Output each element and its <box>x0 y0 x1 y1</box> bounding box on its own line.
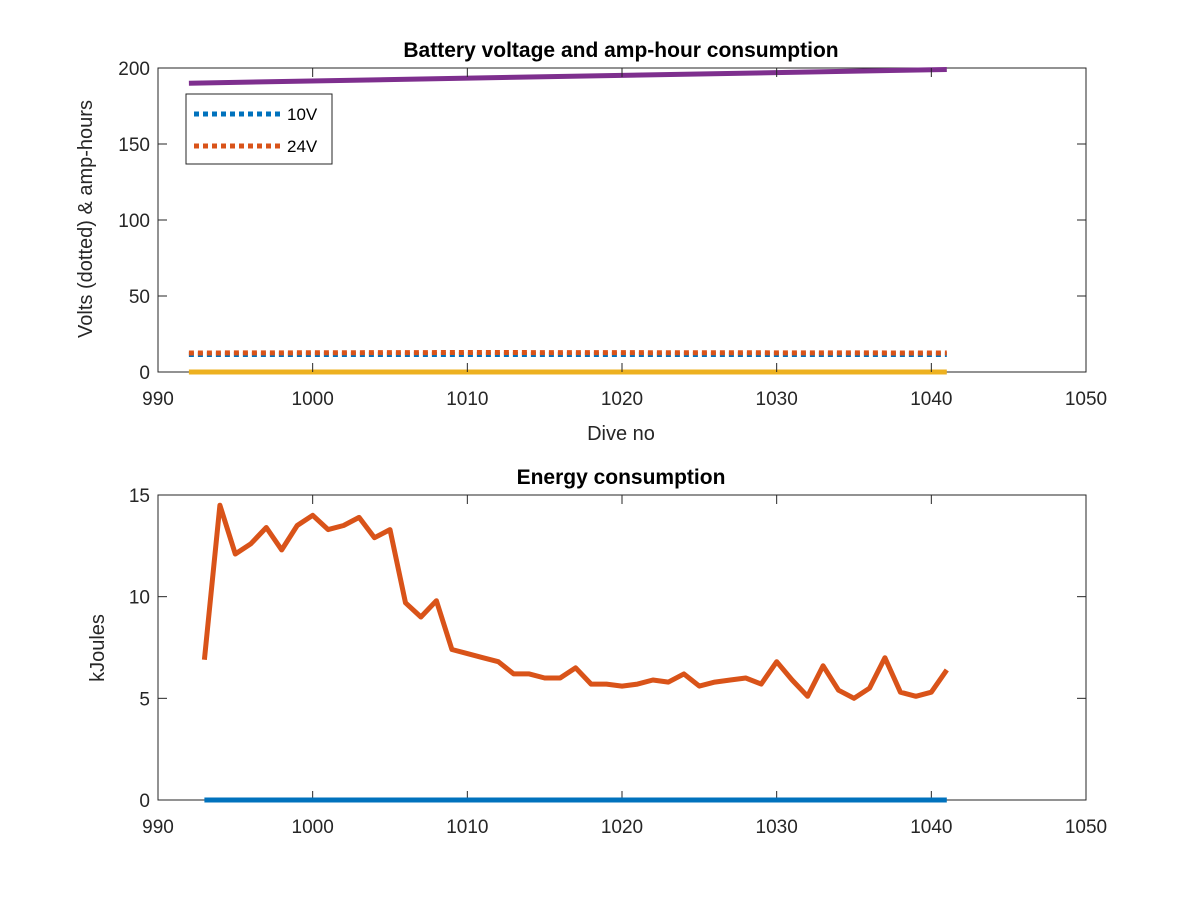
voltage-x-tick-label: 1050 <box>1065 389 1107 410</box>
legend-box <box>185 93 333 165</box>
energy-x-tick-label: 1030 <box>756 817 798 838</box>
energy-plot-area <box>157 494 1087 801</box>
legend: 10V 24V <box>185 93 333 165</box>
voltage-y-tick-label: 0 <box>139 363 150 384</box>
energy-x-tick-label: 1040 <box>910 817 952 838</box>
legend-label-24v: 24V <box>287 137 318 156</box>
voltage-series-line-24v <box>188 350 947 356</box>
voltage-x-axis-label: Dive no <box>587 423 655 445</box>
energy-y-tick-label: 10 <box>129 588 150 609</box>
energy-x-tick-label: 1050 <box>1065 817 1107 838</box>
voltage-chart-title: Battery voltage and amp-hour consumption <box>403 39 838 62</box>
voltage-x-tick-label: 1030 <box>756 389 798 410</box>
energy-y-axis-label: kJoules <box>87 614 109 682</box>
voltage-axes: Battery voltage and amp-hour consumption… <box>75 39 1107 445</box>
voltage-x-tick-label: 1040 <box>910 389 952 410</box>
voltage-series-line-series-4 <box>188 67 947 86</box>
energy-x-tick-label: 990 <box>142 817 174 838</box>
energy-x-tick-label: 1020 <box>601 817 643 838</box>
energy-x-tick-label: 1000 <box>292 817 334 838</box>
voltage-y-tick-label: 150 <box>118 135 150 156</box>
energy-y-tick-label: 0 <box>139 791 150 812</box>
voltage-y-tick-label: 200 <box>118 59 150 80</box>
voltage-x-tick-label: 1020 <box>601 389 643 410</box>
energy-y-tick-label: 15 <box>129 486 150 507</box>
voltage-y-tick-label: 100 <box>118 211 150 232</box>
energy-series-line-series-2 <box>201 502 949 701</box>
voltage-y-axis-label: Volts (dotted) & amp-hours <box>75 100 97 338</box>
energy-chart-title: Energy consumption <box>517 466 726 489</box>
energy-x-tick-label: 1010 <box>446 817 488 838</box>
voltage-x-tick-label: 1000 <box>292 389 334 410</box>
legend-label-10v: 10V <box>287 105 318 124</box>
energy-axes: Energy consumption kJoules 990 1000 1010 10… <box>87 466 1107 838</box>
voltage-y-tick-label: 50 <box>129 287 150 308</box>
energy-y-tick-label: 5 <box>139 689 150 710</box>
voltage-x-tick-label: 1010 <box>446 389 488 410</box>
voltage-x-tick-label: 990 <box>142 389 174 410</box>
